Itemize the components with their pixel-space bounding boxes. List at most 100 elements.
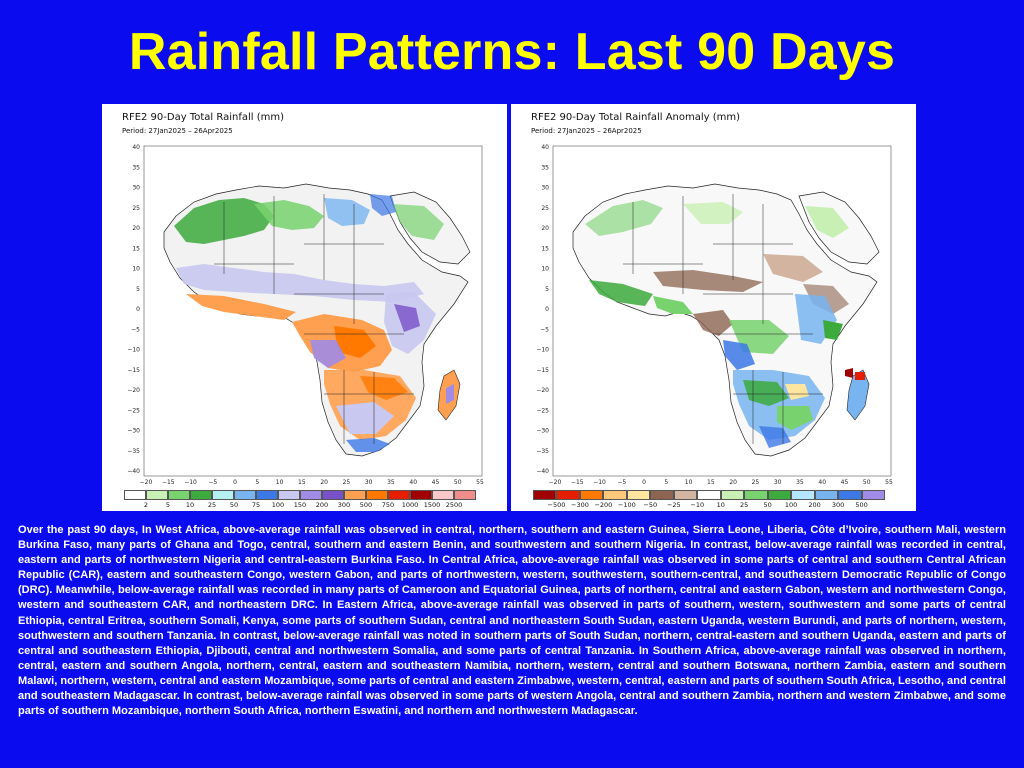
longitude-tick-label: 55 <box>885 479 893 484</box>
latitude-tick-label: 20 <box>541 225 549 232</box>
legend-tick-label: 500 <box>855 501 868 509</box>
latitude-tick-label: 25 <box>541 205 549 212</box>
legend-swatch <box>697 490 721 500</box>
longitude-tick-label: 50 <box>454 479 462 484</box>
longitude-tick-label: −5 <box>208 479 217 484</box>
legend-swatch <box>212 490 234 500</box>
latitude-tick-label: 15 <box>541 245 549 252</box>
legend-swatch <box>720 490 745 500</box>
latitude-tick-label: −20 <box>127 387 140 394</box>
longitude-tick-label: 20 <box>320 479 328 484</box>
longitude-tick-label: 10 <box>685 479 693 484</box>
legend-swatch <box>300 490 322 500</box>
longitude-axis: −20 −15 −10 −5 0 5 10 15 20 25 30 35 40 45 50 55 <box>549 479 893 486</box>
rainfall-anomaly-map-period: Period: 27Jan2025 – 26Apr2025 <box>531 127 642 135</box>
longitude-tick-label: 15 <box>298 479 306 484</box>
latitude-tick-label: 40 <box>132 144 140 151</box>
longitude-axis: −20 −15 −10 −5 0 5 10 15 20 25 30 35 40 45 50 55 <box>140 479 484 486</box>
longitude-tick-label: −15 <box>162 479 175 484</box>
legend-swatch <box>650 490 674 500</box>
legend-swatch <box>168 490 190 500</box>
longitude-tick-label: 50 <box>863 479 871 484</box>
longitude-tick-label: 30 <box>774 479 782 484</box>
legend-tick-label: 25 <box>740 501 749 509</box>
legend-tick-label: −200 <box>594 501 613 509</box>
legend-tick-label: 100 <box>271 501 285 509</box>
latitude-tick-label: 15 <box>132 245 140 252</box>
rainfall-anomaly-legend-bar <box>533 490 886 500</box>
total-rainfall-legend-bar <box>124 490 476 500</box>
page-title: Rainfall Patterns: Last 90 Days <box>128 23 896 81</box>
latitude-tick-label: −25 <box>536 407 549 414</box>
legend-swatch <box>278 490 300 500</box>
longitude-tick-label: 5 <box>664 479 668 484</box>
latitude-tick-label: −15 <box>536 367 549 374</box>
latitude-tick-label: −30 <box>536 428 549 435</box>
legend-swatch <box>454 490 476 500</box>
longitude-tick-label: 55 <box>476 479 484 484</box>
total-rainfall-map: 40 35 30 25 20 15 10 5 0 −5 −10 −15 −20 −25 −30 −35 −40 … <box>124 144 484 489</box>
longitude-tick-label: 35 <box>796 479 804 484</box>
legend-swatch <box>838 490 862 500</box>
legend-tick-label: 300 <box>831 501 845 509</box>
legend-swatch <box>791 490 815 500</box>
legend-swatch <box>579 490 604 500</box>
latitude-axis: 40 35 30 25 20 15 10 5 0 −5 −10 −15 −20 −25 −30 −35 −40 <box>127 144 140 475</box>
latitude-tick-label: −25 <box>127 407 140 414</box>
latitude-tick-label: 20 <box>132 225 140 232</box>
longitude-tick-label: 40 <box>818 479 826 484</box>
longitude-tick-label: 10 <box>276 479 284 484</box>
legend-swatch <box>626 490 651 500</box>
legend-tick-label: 300 <box>337 501 351 509</box>
legend-tick-label: 10 <box>185 501 195 509</box>
longitude-tick-label: 25 <box>752 479 760 484</box>
legend-tick-label: −300 <box>570 501 589 509</box>
legend-swatch <box>344 490 366 500</box>
longitude-tick-label: 25 <box>343 479 351 484</box>
legend-swatch <box>388 490 410 500</box>
legend-tick-label: 1000 <box>401 501 419 509</box>
latitude-tick-label: 40 <box>541 144 549 151</box>
legend-tick-label: −100 <box>617 501 636 509</box>
longitude-tick-label: −5 <box>617 479 626 484</box>
total-rainfall-map-period: Period: 27Jan2025 – 26Apr2025 <box>122 127 233 135</box>
latitude-tick-label: −30 <box>127 428 140 435</box>
latitude-tick-label: 5 <box>136 286 140 293</box>
legend-swatch <box>234 490 256 500</box>
legend-swatch <box>533 490 557 500</box>
longitude-tick-label: −10 <box>593 479 606 484</box>
longitude-tick-label: 0 <box>233 479 237 484</box>
rainfall-anomaly-map: 40 35 30 25 20 15 10 5 0 −5 −10 −15 −20 −25 −30 −35 −40 … <box>533 144 893 489</box>
rainfall-anomaly-map-panel: RFE2 90-Day Total Rainfall Anomaly (mm) … <box>511 104 916 511</box>
africa-landmass <box>572 183 880 457</box>
legend-swatch <box>744 490 768 500</box>
legend-swatch <box>432 490 454 500</box>
total-rainfall-map-panel: RFE2 90-Day Total Rainfall (mm) Period: … <box>102 104 507 511</box>
total-rainfall-legend-ticks: 2 5 10 25 50 75 100 150 200 300 500 750 1000 1500 2500 <box>124 501 476 511</box>
latitude-tick-label: 10 <box>132 266 140 273</box>
legend-tick-label: −25 <box>666 501 681 509</box>
legend-tick-label: 75 <box>251 501 261 509</box>
longitude-tick-label: 35 <box>387 479 395 484</box>
latitude-tick-label: −40 <box>536 468 549 475</box>
latitude-tick-label: 25 <box>132 205 140 212</box>
latitude-tick-label: −5 <box>131 326 140 333</box>
longitude-tick-label: 45 <box>432 479 440 484</box>
latitude-tick-label: −20 <box>536 387 549 394</box>
longitude-tick-label: −20 <box>549 479 562 484</box>
legend-swatch <box>146 490 168 500</box>
longitude-tick-label: 30 <box>365 479 373 484</box>
legend-tick-label: −50 <box>643 501 658 509</box>
legend-tick-label: 25 <box>207 501 217 509</box>
longitude-tick-label: 40 <box>409 479 417 484</box>
latitude-tick-label: −5 <box>540 326 549 333</box>
legend-tick-label: 10 <box>716 501 725 509</box>
legend-tick-label: 50 <box>229 501 239 509</box>
rainfall-anomaly-map-title: RFE2 90-Day Total Rainfall Anomaly (mm) <box>531 112 741 123</box>
latitude-tick-label: −15 <box>127 367 140 374</box>
longitude-tick-label: −10 <box>184 479 197 484</box>
legend-swatch <box>124 490 146 500</box>
legend-tick-label: 2500 <box>445 501 463 509</box>
legend-swatch <box>322 490 344 500</box>
legend-tick-label: 200 <box>808 501 821 509</box>
